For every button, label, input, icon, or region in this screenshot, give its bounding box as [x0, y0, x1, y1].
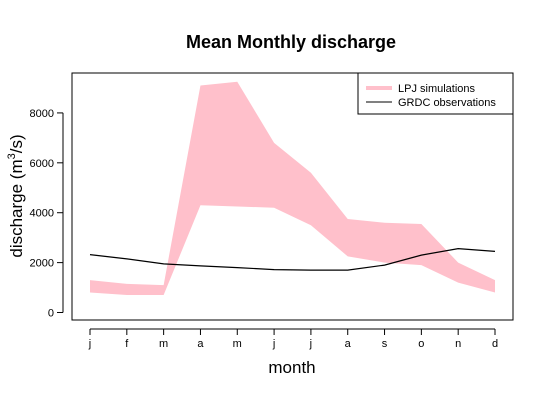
x-tick-label: d — [492, 338, 498, 350]
y-tick-label: 4000 — [30, 208, 54, 220]
x-tick-label: a — [197, 338, 204, 350]
x-tick-label: m — [233, 338, 242, 350]
x-axis-label: month — [268, 358, 315, 377]
x-tick-label: a — [345, 338, 352, 350]
simulation-band — [90, 81, 495, 296]
chart-title: Mean Monthly discharge — [186, 32, 396, 52]
x-tick-label: n — [455, 338, 461, 350]
legend-label-observations: GRDC observations — [398, 97, 496, 109]
x-tick-label: m — [159, 338, 168, 350]
x-tick-label: s — [382, 338, 388, 350]
y-axis-label: discharge (m3/s) — [6, 134, 26, 257]
legend-box — [357, 72, 514, 115]
x-tick-label: j — [272, 338, 275, 350]
y-axis: 0 2000 4000 6000 8000 — [30, 108, 64, 320]
legend: LPJ simulations GRDC observations — [357, 72, 514, 115]
x-tick-label: f — [125, 338, 129, 350]
y-tick-label: 6000 — [30, 158, 54, 170]
y-tick-label: 8000 — [30, 108, 54, 120]
y-tick-label: 0 — [48, 308, 54, 320]
y-axis-label-unit: /s) — [7, 134, 26, 153]
plot-area — [89, 81, 496, 296]
x-tick-label: j — [88, 338, 91, 350]
plot-box — [71, 72, 514, 321]
y-tick-label: 2000 — [30, 258, 54, 270]
legend-label-simulations: LPJ simulations — [398, 83, 476, 95]
x-tick-label: j — [309, 338, 312, 350]
y-axis-label-superscript: 3 — [6, 153, 18, 159]
x-tick-label: o — [418, 338, 424, 350]
y-axis-label-main: discharge (m — [7, 159, 26, 257]
observations-line — [89, 248, 496, 271]
